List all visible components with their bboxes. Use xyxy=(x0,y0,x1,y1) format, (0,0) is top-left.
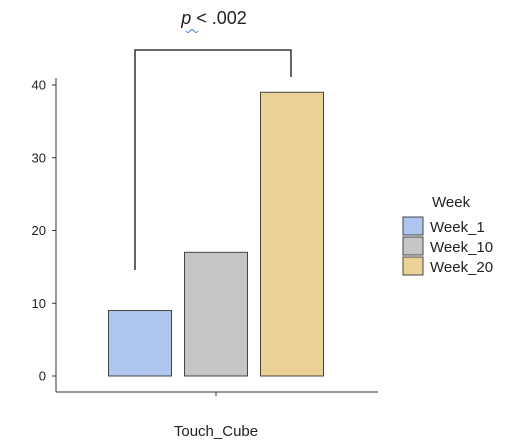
bar-week-20 xyxy=(260,91,324,377)
significance-bracket xyxy=(134,49,292,270)
bar-week-10 xyxy=(184,251,248,377)
legend-label: Week_10 xyxy=(430,239,493,256)
legend-swatch-week-10 xyxy=(402,236,424,256)
y-tick-label: 10 xyxy=(32,296,46,311)
p-value-letter: p xyxy=(180,8,191,28)
y-tick-label: 0 xyxy=(39,369,46,384)
x-tick-label: Touch_Cube xyxy=(174,423,258,440)
legend-label: Week_20 xyxy=(430,259,493,276)
legend-swatch-week-20 xyxy=(402,256,424,276)
legend-swatch-week-1 xyxy=(402,216,424,236)
y-tick-label: 40 xyxy=(32,78,46,93)
y-tick-label: 30 xyxy=(32,150,46,165)
legend-label: Week_1 xyxy=(430,219,485,236)
p-value-text: < .002 xyxy=(191,8,247,28)
legend-title: Week xyxy=(432,194,471,211)
spellcheck-squiggle xyxy=(185,29,199,33)
bar-week-1 xyxy=(108,310,172,377)
p-value-annotation: p < .002 xyxy=(180,8,247,28)
y-tick-label: 20 xyxy=(32,223,46,238)
